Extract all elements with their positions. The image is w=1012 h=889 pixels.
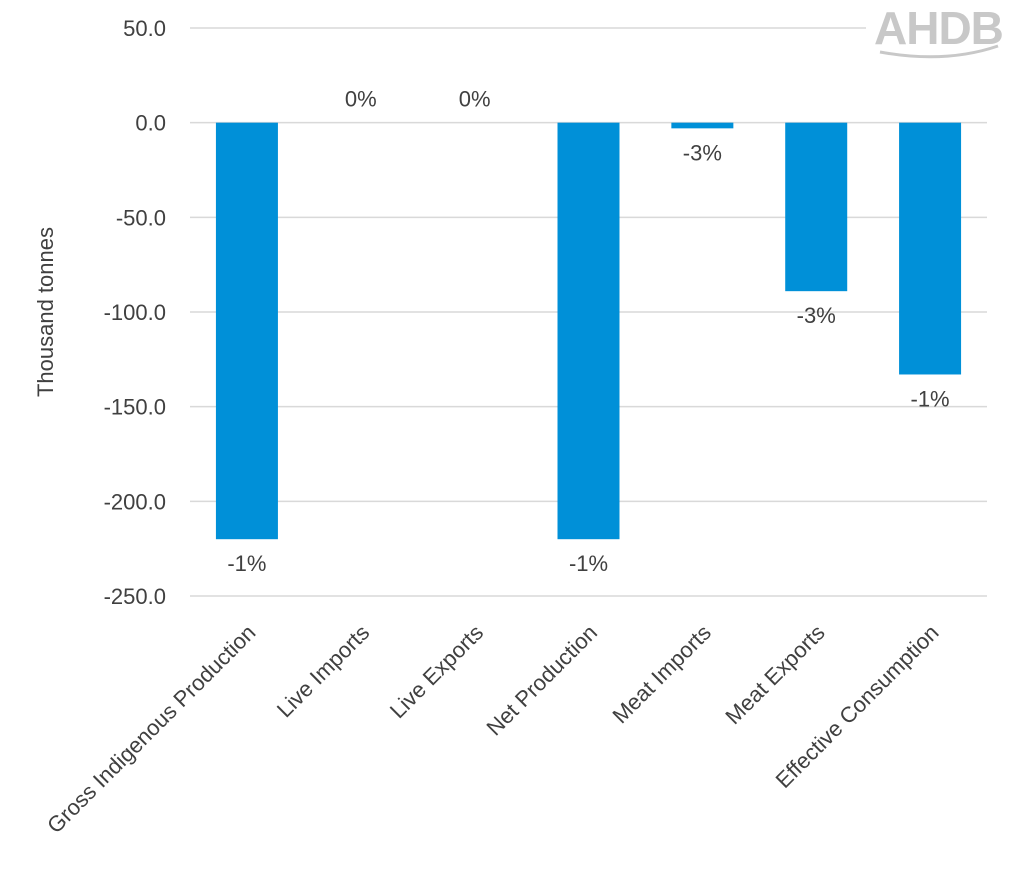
data-label: 0% [345, 87, 377, 112]
data-label: -1% [227, 551, 266, 576]
y-tick-label: 50.0 [123, 16, 166, 41]
y-tick-label: -50.0 [116, 205, 166, 230]
y-tick-label: -200.0 [104, 489, 166, 514]
y-tick-label: -100.0 [104, 300, 166, 325]
data-labels: -1% 0% 0% -1% -3% -3% -1% [227, 87, 949, 577]
y-axis-title: Thousand tonnes [33, 227, 58, 397]
data-label: -1% [569, 551, 608, 576]
bar [899, 122, 962, 375]
bar [671, 122, 734, 129]
x-axis-categories: Gross Indigenous Production Live Imports L… [42, 620, 943, 838]
bar [215, 122, 278, 540]
bars [215, 122, 962, 540]
x-category-label: Meat Imports [607, 620, 715, 728]
bar [557, 122, 620, 540]
logo-text: AHDB [874, 2, 1003, 54]
y-tick-label: 0.0 [135, 111, 166, 136]
bar [785, 122, 848, 292]
x-category-label: Live Imports [272, 620, 374, 722]
x-category-label: Net Production [481, 620, 602, 741]
x-category-label: Gross Indigenous Production [42, 620, 260, 838]
data-label: -1% [911, 386, 950, 411]
x-category-label: Meat Exports [720, 620, 829, 729]
ahdb-logo: AHDB [866, 2, 1004, 64]
data-label: -3% [797, 303, 836, 328]
y-tick-label: -250.0 [104, 584, 166, 609]
data-label: 0% [459, 87, 491, 112]
y-tick-label: -150.0 [104, 395, 166, 420]
x-category-label: Live Exports [385, 620, 488, 723]
y-axis-ticks: 50.0 0.0 -50.0 -100.0 -150.0 -200.0 -250.0 [104, 16, 166, 609]
data-label: -3% [683, 140, 722, 165]
